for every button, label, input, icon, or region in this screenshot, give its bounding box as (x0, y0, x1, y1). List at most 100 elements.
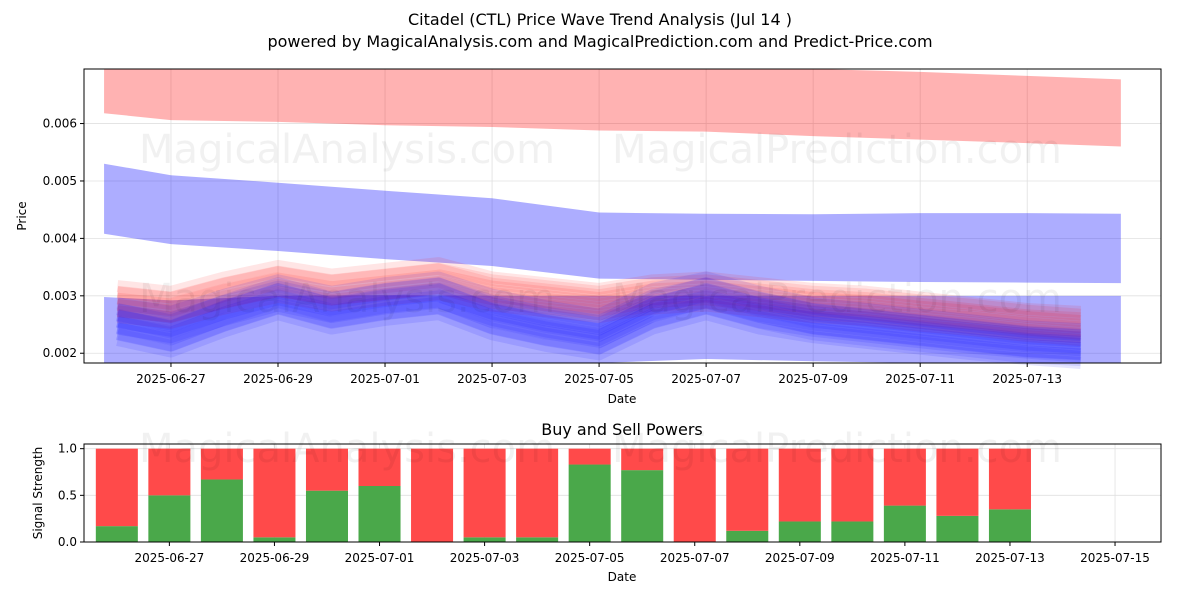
price-wave-red (116, 263, 1082, 325)
price-xtick-label: 2025-07-03 (457, 372, 527, 386)
signal-xlabel: Date (608, 570, 637, 584)
price-wave-blue (116, 289, 1082, 354)
watermark-prediction: MagicalPrediction.com (612, 127, 1062, 173)
buy-bar (778, 521, 821, 542)
sell-bar (831, 448, 874, 522)
chart-subtitle: powered by MagicalAnalysis.com and Magic… (267, 32, 932, 51)
price-wave-blue (116, 302, 1082, 367)
sell-bar (411, 448, 454, 542)
price-xtick-label: 2025-07-05 (564, 372, 634, 386)
price-wave-blue (116, 282, 1082, 344)
price-band-red (104, 69, 1121, 147)
chart-title: Citadel (CTL) Price Wave Trend Analysis … (408, 10, 792, 29)
sell-bar (568, 448, 611, 465)
buy-bar (148, 495, 191, 542)
price-xtick-label: 2025-06-27 (136, 372, 206, 386)
buy-bar (358, 486, 401, 542)
sell-bar (936, 448, 979, 516)
buy-bar (568, 464, 611, 542)
buy-bar (253, 537, 296, 542)
price-wave-blue (116, 290, 1082, 355)
price-xtick-label: 2025-07-07 (671, 372, 741, 386)
signal-xtick-label: 2025-07-15 (1080, 551, 1150, 565)
price-wave-red (116, 288, 1082, 347)
price-grid (84, 69, 1161, 363)
price-wave-red (116, 275, 1082, 334)
signal-xtick-label: 2025-06-27 (134, 551, 204, 565)
price-wave-blue (116, 308, 1082, 369)
sell-bar (726, 448, 769, 531)
buy-bar (516, 537, 559, 542)
price-wave-blue (116, 277, 1082, 342)
signal-bars (95, 448, 1031, 542)
price-ytick-label: 0.002 (43, 346, 77, 360)
price-wave-blue (116, 277, 1082, 341)
sell-bar (358, 448, 401, 486)
price-wave-blue (116, 283, 1082, 348)
price-wave-blue (116, 296, 1082, 360)
buy-bar (95, 526, 138, 542)
price-ytick-label: 0.004 (43, 231, 77, 245)
price-panel: MagicalAnalysis.com MagicalPrediction.co… (15, 68, 1162, 406)
buy-bar (305, 490, 348, 542)
price-xtick-label: 2025-07-01 (350, 372, 420, 386)
price-wave-red (116, 281, 1082, 340)
signal-ylabel: Signal Strength (31, 447, 45, 540)
sell-bar (305, 448, 348, 491)
price-xtick-label: 2025-06-29 (243, 372, 313, 386)
signal-xtick-label: 2025-07-11 (870, 551, 940, 565)
price-wave-red (116, 269, 1082, 331)
price-band-blue (104, 295, 1121, 363)
buy-bar (831, 521, 874, 542)
price-wave-blue (116, 289, 1082, 351)
price-wave-red (116, 269, 1082, 328)
sell-bar (200, 448, 243, 480)
signal-axes: 2025-06-27 2025-06-29 2025-07-01 2025-07-03… (58, 442, 1150, 565)
sell-bar (778, 448, 821, 522)
signal-xtick-label: 2025-07-01 (345, 551, 415, 565)
sell-bar (883, 448, 926, 506)
price-axes: 2025-06-27 2025-06-29 2025-07-01 2025-07-03… (43, 117, 1062, 386)
price-ytick-label: 0.006 (43, 117, 77, 131)
buy-bar (463, 537, 506, 542)
sell-bar (673, 448, 716, 542)
sell-bar (253, 448, 296, 538)
signal-ytick-label: 0.5 (58, 488, 77, 502)
buy-bar (200, 479, 243, 542)
signal-xtick-label: 2025-07-07 (660, 551, 730, 565)
price-wave-blue (116, 295, 1082, 357)
signal-ytick-label: 1.0 (58, 442, 77, 456)
watermark-analysis: MagicalAnalysis.com (139, 127, 555, 173)
price-wave-red (116, 262, 1082, 321)
price-wave-red (116, 257, 1082, 318)
watermark-prediction-signal: MagicalPrediction.com (612, 426, 1062, 472)
sell-bar (988, 448, 1031, 510)
sell-bar (463, 448, 506, 538)
buy-bar (621, 470, 664, 542)
watermark-prediction-lower: MagicalPrediction.com (612, 276, 1062, 322)
price-waves (116, 257, 1082, 369)
signal-xtick-label: 2025-07-05 (555, 551, 625, 565)
price-band-blue (104, 163, 1121, 284)
buy-bar (883, 505, 926, 542)
price-xtick-label: 2025-07-11 (885, 372, 955, 386)
price-wave-blue (116, 296, 1082, 361)
price-xtick-label: 2025-07-13 (992, 372, 1062, 386)
signal-panel: Buy and Sell Powers MagicalAnalysis.com … (31, 420, 1162, 584)
sell-bar (148, 448, 191, 496)
sell-bar (516, 448, 559, 538)
signal-xtick-label: 2025-07-13 (975, 551, 1045, 565)
price-wave-blue (116, 301, 1082, 363)
price-bands (104, 69, 1121, 363)
signal-xtick-label: 2025-07-09 (765, 551, 835, 565)
signal-title: Buy and Sell Powers (541, 420, 703, 439)
watermark-analysis-lower: MagicalAnalysis.com (139, 276, 555, 322)
price-ytick-label: 0.003 (43, 289, 77, 303)
signal-xtick-label: 2025-06-29 (240, 551, 310, 565)
sell-bar (621, 448, 664, 471)
buy-bar (936, 515, 979, 542)
signal-plot-frame (83, 443, 1162, 543)
price-xlabel: Date (608, 392, 637, 406)
price-ylabel: Price (15, 201, 29, 230)
